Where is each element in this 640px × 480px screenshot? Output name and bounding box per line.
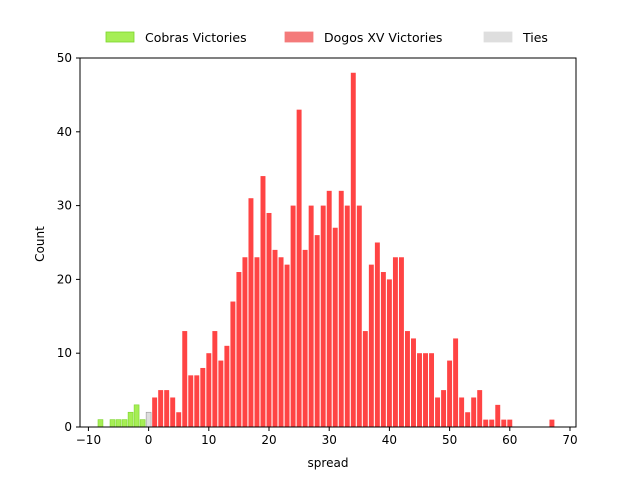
bar-dogos <box>266 212 272 427</box>
bar-dogos <box>242 257 248 427</box>
legend-swatch-dogos <box>284 31 314 43</box>
bar-dogos <box>411 338 416 427</box>
bar-dogos <box>248 198 254 427</box>
bar-dogos <box>356 205 362 427</box>
bar-dogos <box>386 279 392 427</box>
bar-dogos <box>218 360 224 427</box>
bar-dogos <box>326 190 332 427</box>
bar-dogos <box>152 397 158 427</box>
bar-dogos <box>278 257 284 427</box>
bar-dogos <box>459 397 465 427</box>
bar-dogos <box>483 419 489 427</box>
x-tick-label: 50 <box>442 433 457 447</box>
bar-dogos <box>368 264 374 427</box>
bar-layer <box>97 72 555 428</box>
bar-dogos <box>302 249 308 427</box>
bar-dogos <box>224 345 230 427</box>
bar-dogos <box>176 412 182 427</box>
y-tick-label: 40 <box>57 125 72 139</box>
y-tick-label: 50 <box>57 51 72 65</box>
y-tick-label: 10 <box>57 346 72 360</box>
bar-cobras <box>109 419 116 428</box>
bar-dogos <box>212 331 218 427</box>
bar-dogos <box>429 353 435 427</box>
bar-dogos <box>507 419 513 427</box>
bar-dogos <box>471 397 477 427</box>
bar-dogos <box>447 360 453 427</box>
bar-dogos <box>320 205 326 427</box>
bar-dogos <box>296 109 302 427</box>
bar-dogos <box>314 235 320 427</box>
bar-dogos <box>344 205 350 427</box>
bar-cobras <box>139 419 146 428</box>
bar-dogos <box>200 367 206 427</box>
x-tick-label: 20 <box>261 433 276 447</box>
x-tick-label: 0 <box>145 433 153 447</box>
bar-dogos <box>338 190 344 427</box>
x-tick-label: 30 <box>322 433 337 447</box>
legend-swatch-cobras <box>105 31 135 43</box>
legend: Cobras Victories Dogos XV Victories Ties <box>105 30 548 45</box>
y-tick-label: 20 <box>57 272 72 286</box>
bar-dogos <box>254 257 260 427</box>
axes-layer: −10 0 10 20 30 40 50 60 70 0 10 20 30 40 50 <box>57 51 578 447</box>
bar-dogos <box>398 257 404 427</box>
bar-dogos <box>549 419 555 427</box>
x-tick-label: −10 <box>76 433 101 447</box>
bar-dogos <box>441 390 447 427</box>
x-tick-label: 10 <box>201 433 216 447</box>
y-tick-label: 30 <box>57 199 72 213</box>
y-axis-label: Count <box>33 226 47 262</box>
bar-dogos <box>477 390 483 427</box>
bar-dogos <box>362 331 368 427</box>
bar-dogos <box>423 353 428 427</box>
bar-dogos <box>489 419 495 427</box>
bar-cobras <box>121 419 128 428</box>
plot-frame <box>79 57 577 428</box>
bar-dogos <box>230 301 236 427</box>
bar-dogos <box>404 331 410 427</box>
x-tick-label: 70 <box>562 433 577 447</box>
bar-dogos <box>194 375 200 427</box>
bar-cobras <box>115 419 122 428</box>
legend-label-dogos: Dogos XV Victories <box>324 30 442 45</box>
bar-dogos <box>380 272 386 427</box>
bar-dogos <box>332 227 338 427</box>
bar-dogos <box>284 264 290 427</box>
bar-ties <box>145 411 152 428</box>
bar-dogos <box>350 72 356 427</box>
bar-dogos <box>206 353 212 427</box>
legend-label-cobras: Cobras Victories <box>145 30 247 45</box>
x-tick-label: 60 <box>502 433 517 447</box>
bar-dogos <box>495 404 501 427</box>
bar-dogos <box>465 412 471 427</box>
bar-dogos <box>164 390 170 427</box>
bar-dogos <box>308 205 314 427</box>
bar-dogos <box>453 338 459 427</box>
x-axis-label: spread <box>308 456 349 470</box>
bar-dogos <box>260 176 266 427</box>
bar-dogos <box>170 397 176 427</box>
y-tick-label: 0 <box>64 420 72 434</box>
legend-label-ties: Ties <box>522 30 548 45</box>
bar-dogos <box>435 397 441 427</box>
bar-dogos <box>236 272 242 427</box>
bar-dogos <box>392 257 398 427</box>
bar-dogos <box>188 375 194 427</box>
bar-dogos <box>158 390 164 427</box>
x-tick-label: 40 <box>382 433 397 447</box>
bar-dogos <box>290 205 296 427</box>
bar-cobras <box>127 411 134 428</box>
bar-cobras <box>133 404 140 428</box>
bar-dogos <box>374 242 380 427</box>
legend-swatch-ties <box>483 31 513 43</box>
bar-cobras <box>97 419 104 428</box>
bar-dogos <box>182 331 188 427</box>
bar-dogos <box>417 353 422 427</box>
bar-dogos <box>501 419 507 427</box>
bar-dogos <box>272 249 278 427</box>
